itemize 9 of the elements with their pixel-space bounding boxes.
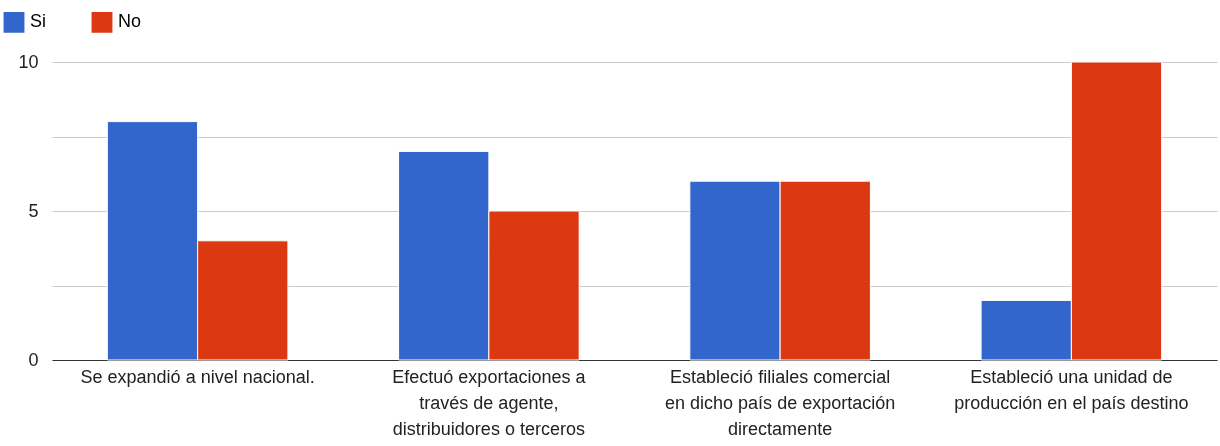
x-tick-label: Efectuó exportaciones a través de agente, distribuidores o terceros: [392, 366, 587, 439]
y-tick-label: 10: [18, 51, 39, 72]
y-tick-label: 0: [28, 349, 39, 370]
y-tick-label: 5: [28, 200, 39, 221]
legend-label: Si: [30, 11, 47, 32]
x-tick-label: Estableció una unidad de producción en el país destino: [954, 366, 1189, 413]
x-tick-label: Estableció filiales comercial en dicho país de exportación directamente: [665, 366, 896, 439]
x-tick-label: Se expandió a nivel nacional.: [80, 366, 315, 387]
legend-label: No: [118, 11, 142, 32]
